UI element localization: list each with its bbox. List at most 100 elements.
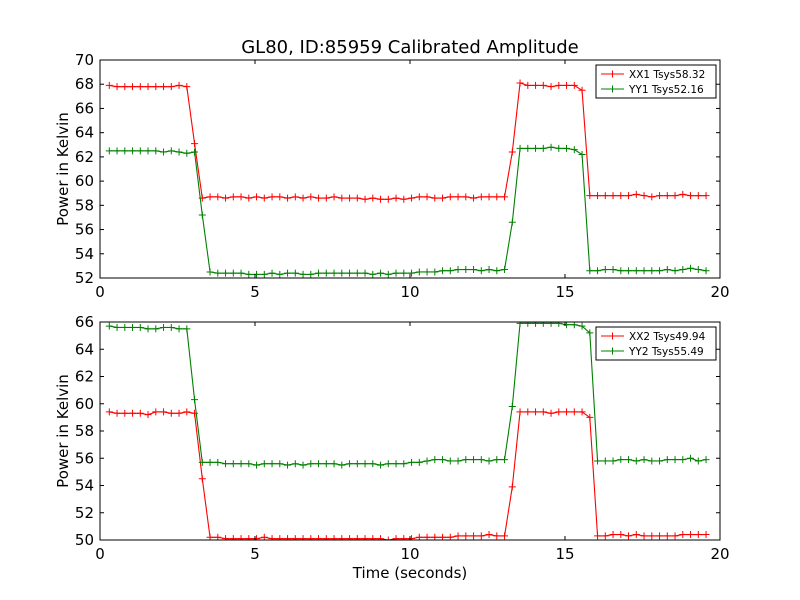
data-point: [284, 535, 292, 540]
data-point: [601, 266, 609, 274]
data-point: [400, 195, 408, 203]
data-point: [299, 194, 307, 202]
data-point: [586, 267, 594, 275]
data-point: [152, 147, 160, 155]
data-point: [299, 461, 307, 469]
data-point: [439, 456, 447, 464]
data-point: [640, 192, 648, 200]
series-1-2: [105, 143, 710, 278]
data-point: [439, 267, 447, 275]
data-point: [315, 460, 323, 468]
data-point: [299, 270, 307, 278]
data-point: [555, 81, 563, 89]
data-point: [423, 457, 431, 465]
x-tick-label: 15: [555, 283, 574, 301]
data-point: [175, 409, 183, 417]
data-point: [377, 269, 385, 277]
data-point: [392, 535, 400, 540]
shared-x-axis-label: Time (seconds): [352, 564, 468, 582]
data-point: [462, 532, 470, 540]
data-point: [625, 456, 633, 464]
data-point: [105, 322, 113, 330]
data-point: [369, 194, 377, 202]
data-point: [245, 460, 253, 468]
data-point: [299, 535, 307, 540]
data-point: [392, 460, 400, 468]
data-point: [330, 269, 338, 277]
y-tick-label: 62: [75, 148, 94, 166]
data-point: [392, 194, 400, 202]
data-point: [198, 458, 206, 466]
data-point: [322, 269, 330, 277]
data-point: [330, 193, 338, 201]
data-point: [462, 456, 470, 464]
data-point: [501, 193, 509, 201]
data-point: [105, 408, 113, 416]
data-point: [291, 460, 299, 468]
data-point: [400, 460, 408, 468]
data-point: [307, 193, 315, 201]
data-point: [648, 267, 656, 275]
data-point: [656, 192, 664, 200]
data-point: [175, 325, 183, 333]
data-point: [377, 195, 385, 203]
data-point: [167, 323, 175, 331]
data-point: [508, 148, 516, 156]
data-point: [431, 268, 439, 276]
data-point: [369, 270, 377, 278]
data-point: [400, 535, 408, 540]
data-point: [315, 535, 323, 540]
data-point: [229, 460, 237, 468]
data-point: [609, 531, 617, 539]
data-point: [384, 195, 392, 203]
data-point: [160, 148, 168, 156]
data-point: [570, 81, 578, 89]
data-point: [222, 269, 230, 277]
data-point: [361, 195, 369, 203]
data-point: [167, 83, 175, 91]
data-point: [237, 269, 245, 277]
data-point: [539, 144, 547, 152]
data-point: [470, 456, 478, 464]
data-point: [501, 532, 509, 540]
data-point: [687, 192, 695, 200]
data-point: [601, 532, 609, 540]
data-point: [160, 323, 168, 331]
data-point: [524, 322, 532, 327]
legend-label: XX2 Tsys49.94: [629, 331, 706, 343]
data-point: [547, 143, 555, 151]
data-point: [617, 531, 625, 539]
data-point: [617, 192, 625, 200]
data-point: [601, 192, 609, 200]
data-point: [671, 267, 679, 275]
data-point: [671, 192, 679, 200]
data-point: [501, 456, 509, 464]
x-tick-label: 20: [710, 283, 729, 301]
data-point: [493, 456, 501, 464]
data-point: [555, 408, 563, 416]
data-point: [229, 535, 237, 540]
data-point: [687, 454, 695, 462]
data-point: [446, 193, 454, 201]
data-point: [136, 409, 144, 417]
data-point: [563, 144, 571, 152]
data-point: [415, 268, 423, 276]
data-point: [392, 269, 400, 277]
chart-layer: 0 5 10 15 20 52 54 56 58 60 62 64 66 68 70 Power in Kel…: [54, 51, 730, 563]
data-point: [315, 194, 323, 202]
data-point: [485, 266, 493, 274]
data-point: [284, 269, 292, 277]
data-point: [493, 267, 501, 275]
data-point: [245, 270, 253, 278]
data-point: [268, 535, 276, 540]
data-point: [129, 83, 137, 91]
data-point: [470, 194, 478, 202]
data-point: [454, 532, 462, 540]
data-point: [563, 408, 571, 416]
data-point: [291, 193, 299, 201]
data-point: [547, 83, 555, 91]
legend-marker: [609, 332, 616, 340]
y-tick-label: 54: [75, 477, 94, 495]
data-point: [276, 193, 284, 201]
data-point: [346, 535, 354, 540]
